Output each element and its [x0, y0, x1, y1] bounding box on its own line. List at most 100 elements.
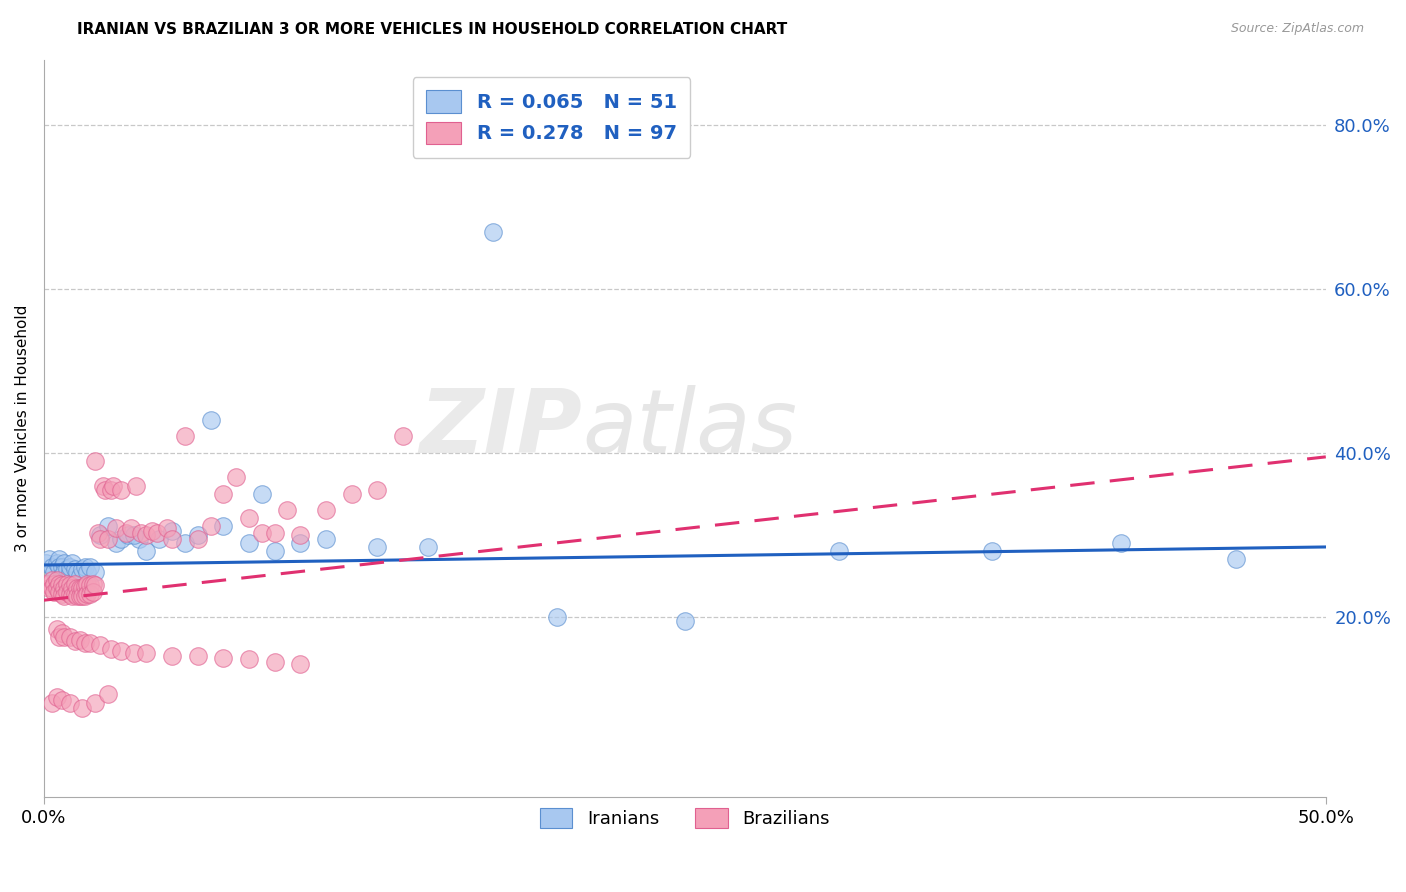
Point [263, 655, 285, 669]
Y-axis label: 3 or more Vehicles in Household: 3 or more Vehicles in Household [15, 304, 30, 552]
Point [69, 568, 91, 582]
Point [48, 560, 70, 574]
Point [238, 652, 260, 666]
Point [91, 478, 114, 492]
Point [97, 687, 120, 701]
Text: ZIP: ZIP [419, 384, 582, 472]
Point [53, 557, 76, 571]
Point [58, 630, 80, 644]
Point [58, 578, 80, 592]
Point [51, 626, 73, 640]
Point [51, 578, 73, 592]
Point [79, 578, 101, 592]
Point [45, 581, 67, 595]
Point [79, 560, 101, 574]
Point [141, 524, 163, 538]
Point [66, 565, 89, 579]
Point [89, 527, 111, 541]
Point [145, 526, 167, 541]
Point [104, 521, 127, 535]
Point [115, 526, 138, 541]
Point [73, 579, 96, 593]
Point [238, 511, 260, 525]
Point [45, 622, 67, 636]
Point [135, 647, 157, 661]
Point [263, 544, 285, 558]
Point [290, 657, 312, 671]
Point [263, 526, 285, 541]
Point [131, 526, 153, 541]
Point [97, 519, 120, 533]
Point [51, 568, 73, 582]
Text: IRANIAN VS BRAZILIAN 3 OR MORE VEHICLES IN HOUSEHOLD CORRELATION CHART: IRANIAN VS BRAZILIAN 3 OR MORE VEHICLES … [77, 22, 787, 37]
Point [117, 527, 139, 541]
Point [63, 634, 86, 648]
Point [56, 585, 79, 599]
Point [69, 589, 91, 603]
Point [41, 581, 63, 595]
Point [187, 532, 209, 546]
Point [73, 560, 96, 574]
Point [100, 483, 122, 497]
Point [366, 540, 388, 554]
Point [72, 562, 94, 576]
Point [174, 429, 197, 443]
Point [200, 413, 222, 427]
Point [135, 544, 157, 558]
Point [44, 577, 66, 591]
Point [82, 577, 104, 591]
Point [120, 521, 142, 535]
Point [84, 565, 107, 579]
Point [290, 536, 312, 550]
Point [45, 573, 67, 587]
Point [418, 540, 440, 554]
Point [82, 585, 104, 599]
Legend: Iranians, Brazilians: Iranians, Brazilians [533, 800, 837, 836]
Point [60, 589, 83, 603]
Point [250, 526, 273, 541]
Point [290, 527, 312, 541]
Point [63, 587, 86, 601]
Point [84, 578, 107, 592]
Point [73, 636, 96, 650]
Point [212, 519, 235, 533]
Point [392, 429, 415, 443]
Point [84, 454, 107, 468]
Point [58, 560, 80, 574]
Point [56, 562, 79, 576]
Point [60, 581, 83, 595]
Point [69, 632, 91, 647]
Point [79, 636, 101, 650]
Point [73, 589, 96, 603]
Point [160, 524, 183, 538]
Point [212, 650, 235, 665]
Point [38, 581, 60, 595]
Point [340, 486, 363, 500]
Point [69, 581, 91, 595]
Point [160, 532, 183, 546]
Point [76, 565, 98, 579]
Point [58, 565, 80, 579]
Point [187, 648, 209, 663]
Point [315, 503, 337, 517]
Point [148, 532, 170, 546]
Point [827, 544, 849, 558]
Point [58, 587, 80, 601]
Point [53, 581, 76, 595]
Point [56, 577, 79, 591]
Point [1225, 552, 1247, 566]
Point [104, 536, 127, 550]
Point [94, 483, 117, 497]
Point [110, 483, 132, 497]
Point [100, 642, 122, 657]
Point [48, 585, 70, 599]
Point [48, 577, 70, 591]
Point [89, 532, 111, 546]
Point [35, 557, 58, 571]
Point [66, 581, 89, 595]
Point [72, 581, 94, 595]
Point [125, 478, 148, 492]
Point [63, 562, 86, 576]
Point [187, 527, 209, 541]
Point [174, 536, 197, 550]
